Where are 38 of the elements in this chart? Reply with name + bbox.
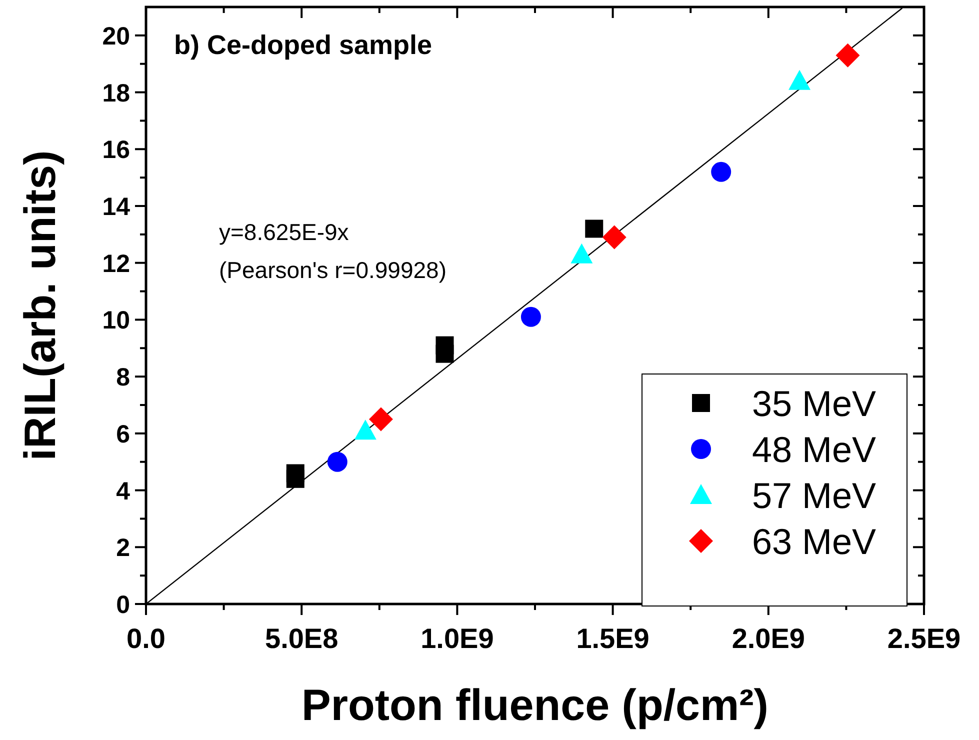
- legend-label: 35 MeV: [752, 383, 876, 424]
- point: [585, 220, 604, 238]
- point: [368, 407, 393, 432]
- x-tick-label: 1.0E9: [420, 623, 494, 654]
- text: b) Ce-doped sample: [174, 30, 432, 60]
- y-tick-label: 16: [102, 136, 130, 164]
- point: [286, 464, 304, 482]
- legend-label: 48 MeV: [752, 429, 876, 470]
- y-axis-title: iRIL(arb. units): [16, 150, 65, 461]
- x-axis-title: Proton fluence (p/cm²): [302, 681, 768, 730]
- x-tick-label: 1.5E9: [576, 623, 650, 654]
- y-tick-label: 12: [102, 250, 130, 278]
- y-tick-label: 10: [102, 306, 130, 335]
- point: [836, 43, 860, 68]
- y-tick-label: 6: [116, 420, 130, 448]
- y-tick-label: 18: [102, 79, 130, 108]
- y-tick-label: 14: [102, 193, 130, 221]
- point: [602, 225, 626, 250]
- y-tick-label: 0: [116, 591, 130, 619]
- y-tick-label: 20: [102, 22, 130, 50]
- y-tick-label: 4: [116, 477, 130, 506]
- x-tick-label: 5.0E8: [265, 623, 338, 654]
- point: [354, 420, 376, 440]
- annotation: (Pearson's r=0.99928): [219, 257, 446, 283]
- point: [711, 162, 732, 182]
- x-tick-label: 0.0: [126, 623, 166, 654]
- point: [520, 306, 541, 327]
- point: [327, 452, 348, 472]
- point: [570, 243, 593, 264]
- annotation: y=8.625E-9x: [219, 219, 350, 245]
- point: [436, 336, 454, 354]
- x-tick-label: 2.0E9: [732, 623, 805, 654]
- legend-label: 57 MeV: [752, 475, 876, 516]
- y-tick-label: 2: [116, 534, 130, 562]
- legend-label: 63 MeV: [752, 521, 876, 562]
- x-tick-label: 2.5E9: [887, 623, 961, 654]
- point: [788, 70, 811, 90]
- y-tick-label: 8: [116, 364, 130, 392]
